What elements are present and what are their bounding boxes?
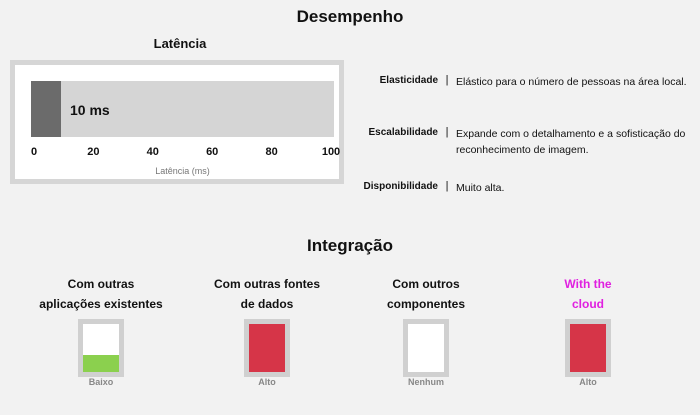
property-label: Elasticidade <box>379 75 438 86</box>
integration-caption: Nenhum <box>408 377 444 387</box>
integration-label-line1: Com outros <box>392 277 460 291</box>
integration-label-line2: componentes <box>386 297 465 311</box>
integration-item-components: Com outros componentes Nenhum <box>356 274 496 387</box>
integration-gauge <box>565 319 611 377</box>
property-value: Muito alta. <box>456 182 505 194</box>
integration-label-line2: aplicações existentes <box>39 297 163 311</box>
integration-caption: Baixo <box>88 377 114 387</box>
integration-label: With the cloud <box>518 274 658 314</box>
latency-tick-label: 20 <box>87 146 100 158</box>
integration-label: Com outros componentes <box>356 274 496 314</box>
latency-tick-label: 40 <box>146 146 159 158</box>
integration-item-cloud: With the cloud Alto <box>518 274 658 387</box>
latency-bar-fill <box>31 81 62 137</box>
properties-list: Elasticidade | Elástico para o número de… <box>358 74 698 196</box>
integration-gauge <box>78 319 124 377</box>
integration-label-line2: de dados <box>240 297 294 311</box>
gauge-fill <box>249 324 285 372</box>
integration-gauge <box>244 319 290 377</box>
section-title-integration: Integração <box>307 236 393 255</box>
property-row-availability: Disponibilidade | Muito alta. <box>358 180 698 196</box>
integration-label-line2: cloud <box>572 297 604 311</box>
integration-item-data-sources: Com outras fontes de dados Alto <box>197 274 337 387</box>
gauge-fill <box>83 355 119 372</box>
integration-caption: Alto <box>579 377 597 387</box>
latency-tick-label: 100 <box>321 146 341 158</box>
gauge-fill <box>570 324 606 372</box>
property-row-elasticity: Elasticidade | Elástico para o número de… <box>358 74 698 126</box>
property-label: Disponibilidade <box>363 181 438 192</box>
latency-value-label: 10 ms <box>70 102 110 118</box>
property-value: Expande com o detalhamento e a sofistica… <box>456 128 686 156</box>
latency-axis-label: Latência (ms) <box>155 166 210 176</box>
property-value: Elástico para o número de pessoas na áre… <box>456 76 687 88</box>
property-label: Escalabilidade <box>368 127 438 138</box>
property-separator: | <box>445 180 449 192</box>
integration-label-line1: Com outras fontes <box>213 277 320 291</box>
integration-label: Com outras fontes de dados <box>197 274 337 314</box>
integration-label-line1: Com outras <box>67 277 135 291</box>
property-row-scalability: Escalabilidade | Expande com o detalhame… <box>358 126 698 180</box>
integration-gauge <box>403 319 449 377</box>
integration-label-line1: With the <box>564 277 612 291</box>
latency-tick-label: 80 <box>265 146 278 158</box>
integration-caption: Alto <box>258 377 276 387</box>
latency-bar-track <box>31 81 334 137</box>
property-separator: | <box>445 126 449 138</box>
latency-tick-label: 0 <box>30 146 38 158</box>
property-separator: | <box>445 74 449 86</box>
integration-item-applications: Com outras aplicações existentes Baixo <box>31 274 171 387</box>
latency-tick-label: 60 <box>206 146 219 158</box>
integration-label: Com outras aplicações existentes <box>31 274 171 314</box>
section-title-performance: Desempenho <box>296 7 404 26</box>
latency-title: Latência <box>153 36 207 51</box>
